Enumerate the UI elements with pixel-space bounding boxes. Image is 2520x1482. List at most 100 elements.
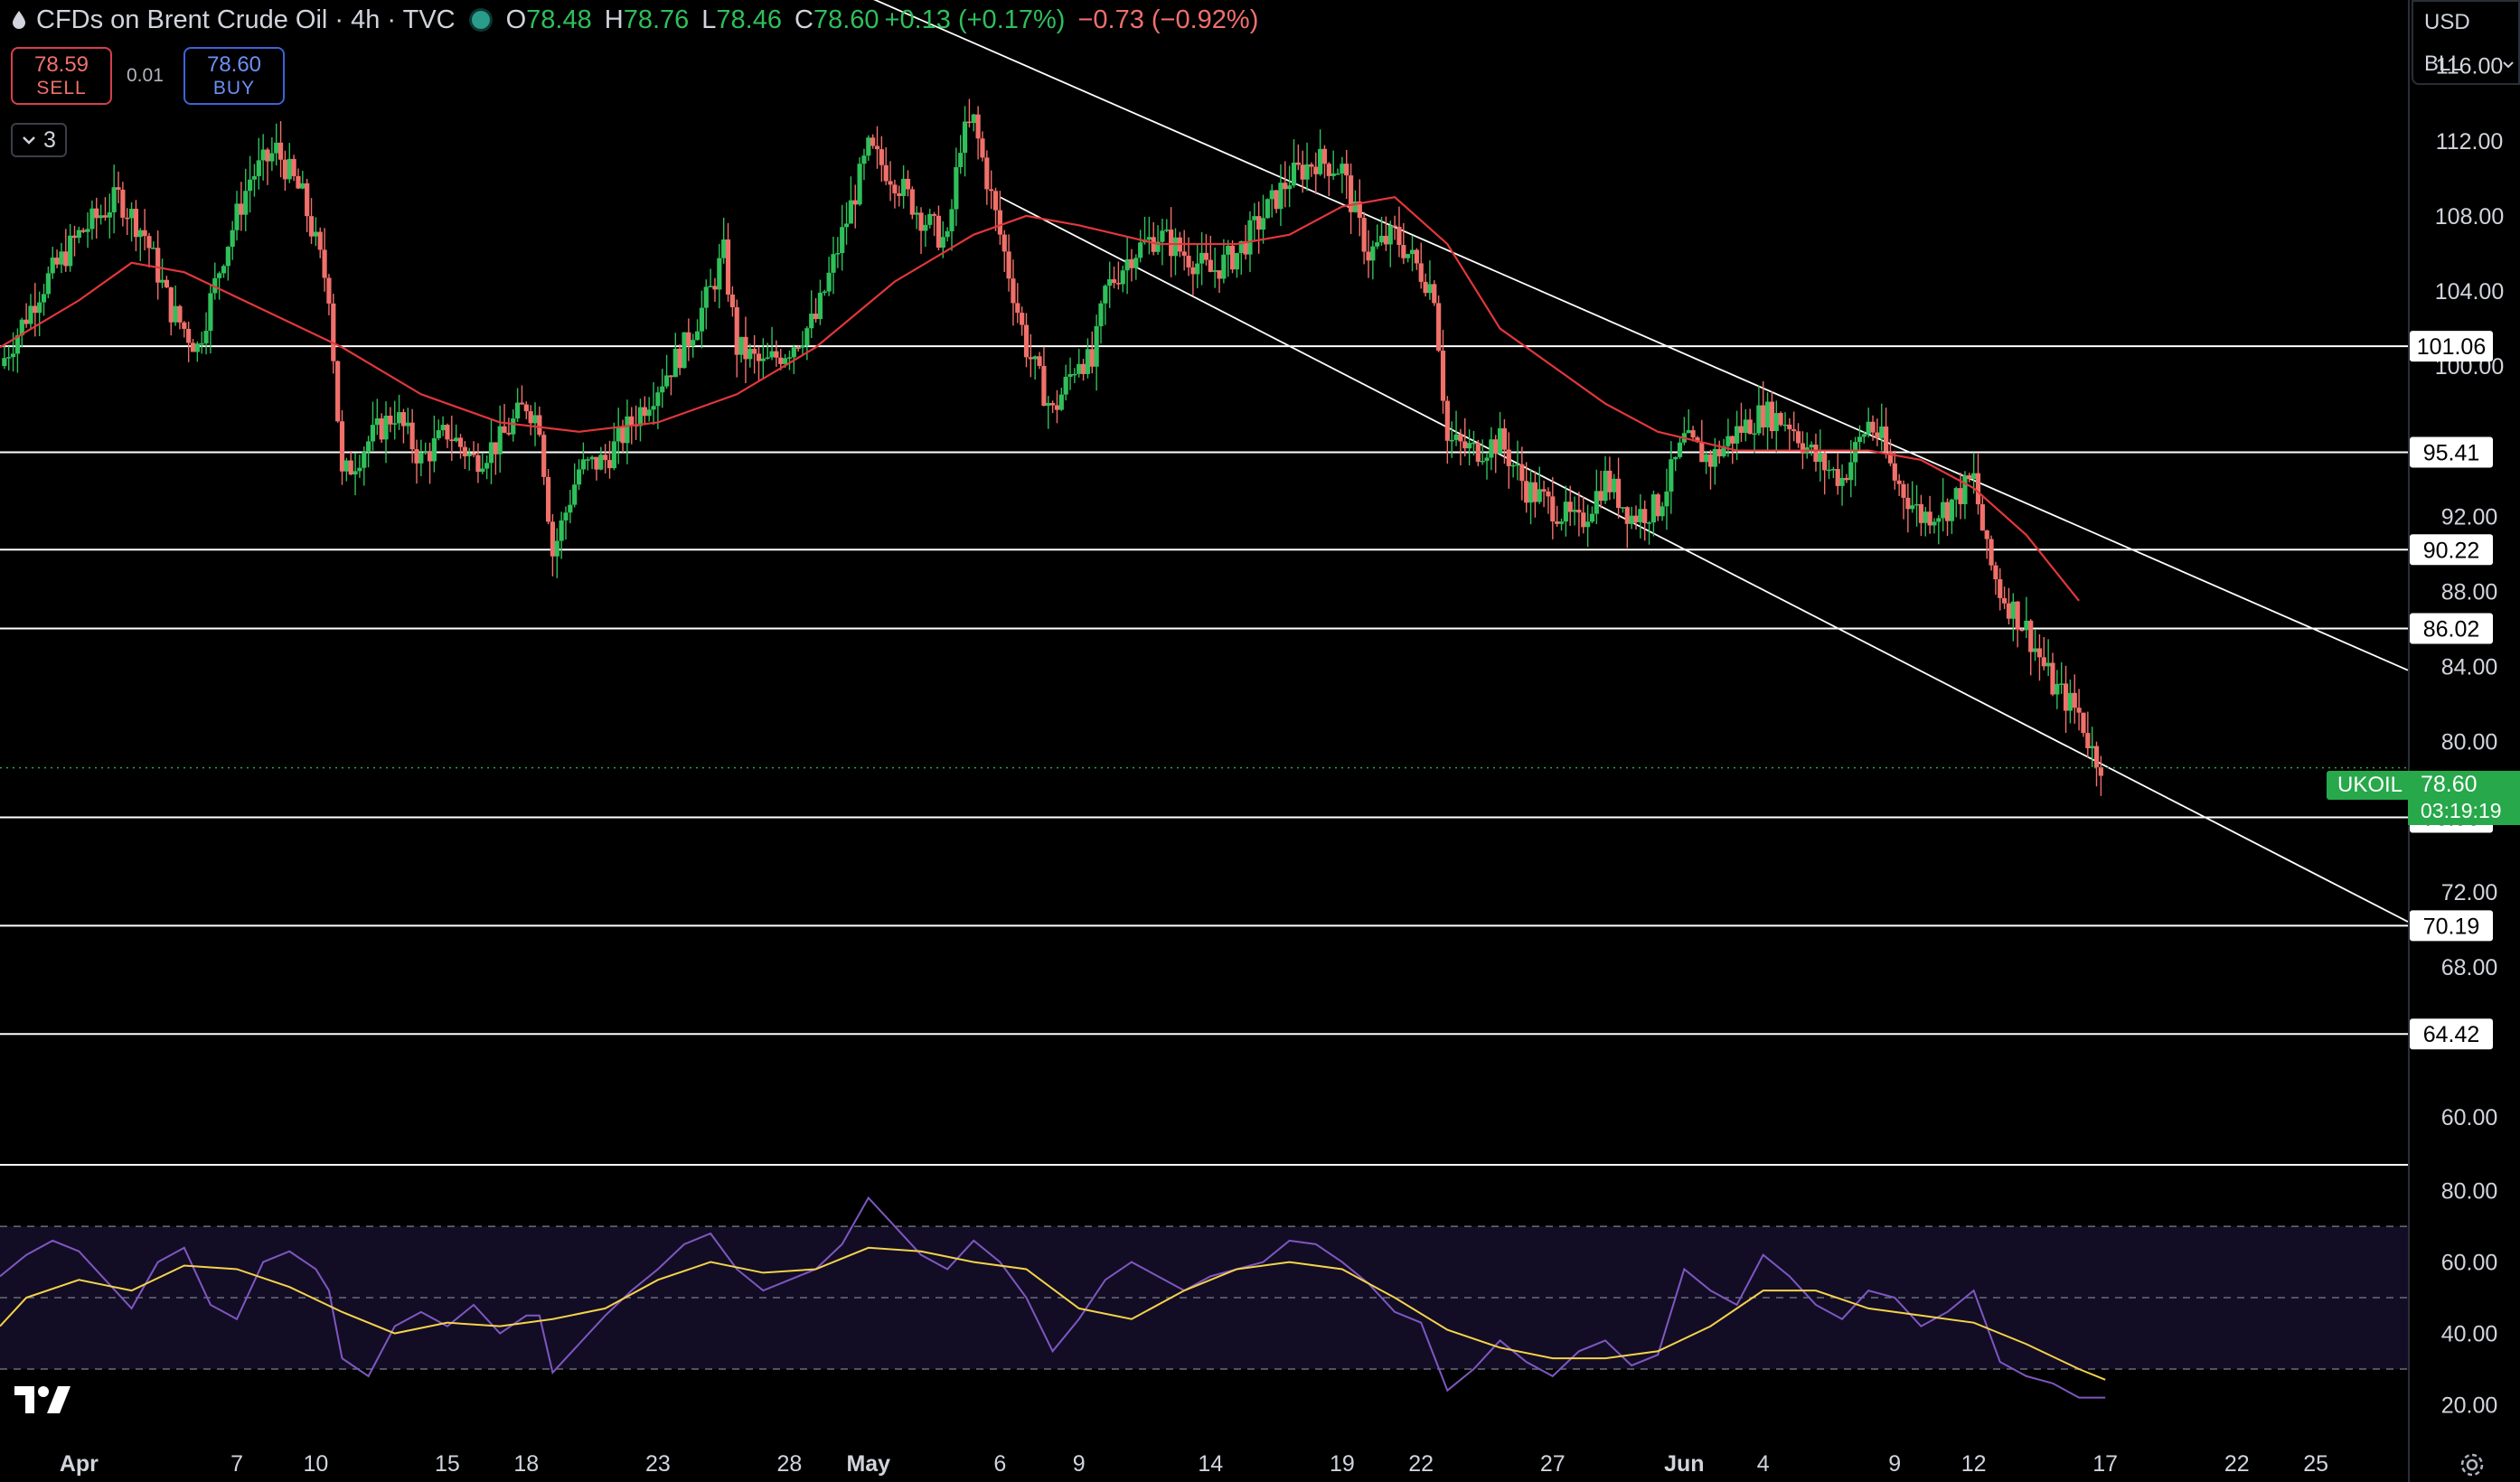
candle-down (975, 114, 981, 139)
sell-label: SELL (36, 78, 87, 98)
time-axis-label: Jun (1664, 1451, 1704, 1477)
channel-trend-line (873, 0, 2409, 671)
candle-up (1335, 174, 1340, 175)
candle-down (296, 175, 301, 189)
candle-up (1515, 464, 1520, 466)
candle-up (1449, 439, 1454, 442)
candle-down (1396, 226, 1402, 246)
candle-down (348, 460, 353, 475)
candle-up (203, 331, 209, 343)
candle-up (50, 258, 55, 274)
candle-up (1370, 246, 1376, 261)
rsi-panel-separator[interactable] (0, 1164, 2408, 1166)
time-axis-label: 7 (230, 1451, 243, 1477)
candle-up (1094, 326, 1099, 367)
candle-up (1650, 494, 1657, 523)
candle-up (230, 230, 235, 248)
candle-up (212, 277, 218, 294)
candle-up (37, 302, 42, 314)
candle-up (1120, 270, 1125, 285)
candle-down (506, 432, 512, 435)
candle-down (992, 191, 999, 211)
candle-up (300, 183, 306, 189)
candle-down (1690, 430, 1696, 438)
sell-button[interactable]: 78.59 SELL (11, 47, 112, 105)
candle-up (454, 437, 459, 442)
candle-down (1615, 478, 1622, 509)
candle-down (1361, 218, 1367, 252)
candle-up (843, 223, 850, 228)
candle-up (99, 215, 104, 219)
rsi-axis-tick-label: 60.00 (2441, 1251, 2498, 1276)
candle-down (502, 426, 507, 433)
rsi-axis-tick-label: 20.00 (2441, 1393, 2498, 1418)
currency-label[interactable]: USD (2424, 10, 2470, 34)
candle-down (400, 412, 407, 427)
candle-up (1484, 457, 1490, 461)
candle-down (2098, 766, 2103, 776)
tradingview-logo[interactable] (14, 1384, 71, 1415)
candle-down (528, 411, 533, 424)
level-price-label: 86.02 (2423, 617, 2480, 643)
candle-up (1291, 162, 1297, 186)
rsi-ma-line (0, 1246, 2106, 1381)
candle-down (388, 415, 393, 425)
candle-down (462, 446, 467, 456)
candle-up (260, 149, 266, 161)
candle-down (94, 208, 99, 219)
gear-icon[interactable] (2459, 1451, 2486, 1478)
candle-down (603, 455, 608, 461)
candle-down (1300, 164, 1305, 180)
candle-up (1195, 263, 1200, 275)
candle-up (76, 230, 81, 239)
candle-down (308, 216, 315, 237)
candles-group (2, 98, 2103, 796)
price-axis-tick-label: 104.00 (2435, 279, 2504, 305)
candle-down (629, 416, 635, 426)
candle-down (116, 187, 121, 190)
candle-up (1247, 220, 1253, 255)
candle-up (708, 286, 713, 287)
candle-down (1462, 441, 1468, 449)
candle-up (1572, 510, 1577, 512)
candle-down (2006, 603, 2012, 619)
candle-down (1844, 477, 1849, 481)
candle-down (457, 437, 464, 447)
candle-down (282, 159, 288, 180)
candle-up (1932, 521, 1937, 526)
candle-up (672, 348, 678, 378)
candle-down (541, 435, 547, 477)
indicators-collapse-button[interactable]: 3 (11, 123, 67, 157)
candle-up (1971, 473, 1977, 480)
currency-unit-selector[interactable]: USD BLL (2412, 0, 2520, 85)
candle-down (1015, 303, 1020, 314)
candle-down (1217, 270, 1222, 279)
candle-down (550, 521, 556, 557)
candle-up (1914, 503, 1920, 506)
symbol-title[interactable]: CFDs on Brent Crude Oil · 4h · TVC (36, 5, 456, 34)
unit-label[interactable]: BLL (2413, 43, 2518, 85)
candle-up (1340, 164, 1345, 174)
candle-up (221, 266, 227, 274)
candle-down (1642, 509, 1648, 523)
candle-up (835, 253, 841, 255)
candle-down (2072, 692, 2077, 708)
buy-button[interactable]: 78.60 BUY (183, 47, 285, 105)
candle-down (1006, 251, 1011, 279)
candle-up (357, 467, 362, 472)
candle-up (572, 484, 578, 505)
candle-up (1085, 349, 1091, 374)
candle-down (190, 342, 196, 352)
candle-up (243, 191, 249, 215)
candle-down (989, 189, 994, 192)
candle-up (234, 203, 240, 230)
candle-up (418, 452, 424, 464)
level-price-tag (2410, 910, 2493, 942)
candle-down (712, 286, 718, 290)
candle-up (840, 227, 845, 254)
candle-down (1203, 252, 1209, 260)
price-axis-separator (2408, 0, 2410, 1482)
candle-up (1252, 216, 1257, 220)
candle-down (186, 328, 192, 343)
